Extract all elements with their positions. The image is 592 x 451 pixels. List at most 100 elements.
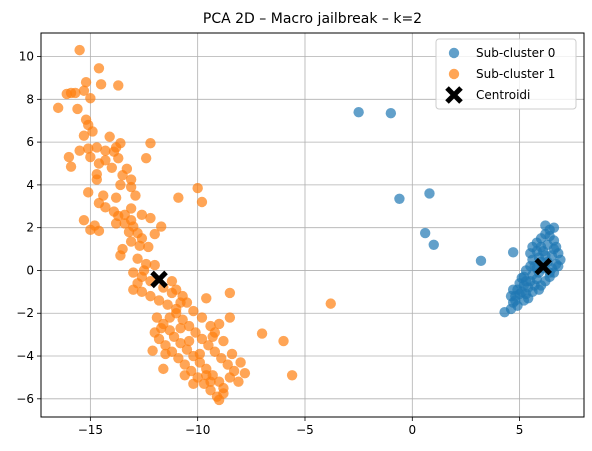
data-point xyxy=(385,108,397,119)
data-point xyxy=(160,340,171,351)
data-point xyxy=(95,79,107,90)
data-point xyxy=(65,161,77,172)
series-1 xyxy=(52,44,336,406)
data-point xyxy=(520,275,532,287)
data-point xyxy=(93,158,105,169)
data-point xyxy=(128,267,139,278)
data-point xyxy=(175,323,186,334)
data-point xyxy=(190,327,201,338)
y-tick-label: −4 xyxy=(16,349,34,363)
data-point xyxy=(394,193,405,204)
data-point xyxy=(164,312,175,323)
data-point xyxy=(52,102,64,114)
data-point xyxy=(123,226,135,238)
data-point xyxy=(136,286,148,298)
data-point xyxy=(213,394,225,406)
data-point xyxy=(507,247,519,258)
data-point xyxy=(72,103,83,115)
data-point xyxy=(183,335,195,347)
data-point xyxy=(104,131,115,142)
data-point xyxy=(85,151,96,163)
data-point xyxy=(162,299,173,310)
y-tick-label: 6 xyxy=(26,135,34,149)
data-point xyxy=(93,63,105,74)
x-tick-label: 5 xyxy=(516,423,524,437)
data-point xyxy=(78,85,90,96)
data-point xyxy=(188,305,199,317)
y-tick-label: 10 xyxy=(19,50,34,64)
chart-title: PCA 2D – Macro jailbreak – k=2 xyxy=(203,11,422,27)
data-point xyxy=(325,298,336,309)
data-point xyxy=(106,162,118,173)
legend-label: Sub-cluster 0 xyxy=(476,46,555,60)
data-point xyxy=(78,214,90,226)
data-point xyxy=(85,93,96,104)
data-point xyxy=(110,192,122,203)
data-point xyxy=(155,221,167,232)
data-point xyxy=(194,348,206,360)
data-point xyxy=(166,275,178,287)
data-point xyxy=(153,333,165,345)
legend-marker xyxy=(448,47,460,59)
data-point xyxy=(113,152,124,164)
data-point xyxy=(209,346,221,357)
data-point xyxy=(196,312,208,323)
data-point xyxy=(175,337,186,349)
data-point xyxy=(115,250,126,261)
data-point xyxy=(145,137,156,149)
data-point xyxy=(286,370,298,381)
series-2 xyxy=(150,257,552,289)
data-point xyxy=(113,80,124,91)
data-point xyxy=(61,88,72,100)
data-point xyxy=(130,190,141,201)
data-point xyxy=(125,181,137,193)
data-point xyxy=(205,376,216,387)
data-point xyxy=(145,290,156,302)
data-point xyxy=(424,188,435,199)
data-point xyxy=(540,220,551,231)
data-point xyxy=(128,284,139,295)
x-tick-label: −5 xyxy=(296,423,314,437)
data-point xyxy=(224,312,236,323)
data-point xyxy=(278,335,289,347)
data-point xyxy=(125,174,137,185)
data-point xyxy=(177,314,188,325)
data-point xyxy=(166,287,178,299)
data-point xyxy=(91,142,103,153)
data-point xyxy=(205,385,216,396)
data-point xyxy=(85,224,96,236)
data-point xyxy=(194,357,206,368)
data-point xyxy=(83,143,94,154)
data-point xyxy=(188,378,199,390)
legend-marker xyxy=(448,68,460,80)
data-point xyxy=(428,239,439,250)
data-point xyxy=(143,241,154,253)
y-tick-label: 0 xyxy=(26,263,34,277)
axes-frame xyxy=(40,32,585,418)
data-point xyxy=(203,340,214,351)
legend-label: Sub-cluster 1 xyxy=(476,67,555,81)
x-tick-label: 0 xyxy=(408,423,416,437)
data-point xyxy=(115,179,126,191)
data-point xyxy=(353,106,364,118)
data-point xyxy=(196,196,208,208)
data-point xyxy=(63,151,75,163)
data-point xyxy=(74,44,85,56)
data-point xyxy=(222,359,233,370)
data-point xyxy=(110,218,122,229)
legend-marker-centroid xyxy=(445,86,463,104)
data-point xyxy=(235,357,246,368)
data-point xyxy=(201,293,212,304)
data-point xyxy=(153,295,165,306)
data-point xyxy=(80,77,92,88)
legend-label: Centroidi xyxy=(476,88,530,102)
data-point xyxy=(78,130,90,141)
data-point xyxy=(91,174,103,185)
data-point xyxy=(151,312,163,323)
x-tick-label: −15 xyxy=(78,423,103,437)
data-point xyxy=(147,345,158,356)
data-point xyxy=(207,331,218,342)
data-point xyxy=(125,236,137,247)
data-point xyxy=(158,363,169,375)
data-point xyxy=(213,318,225,330)
